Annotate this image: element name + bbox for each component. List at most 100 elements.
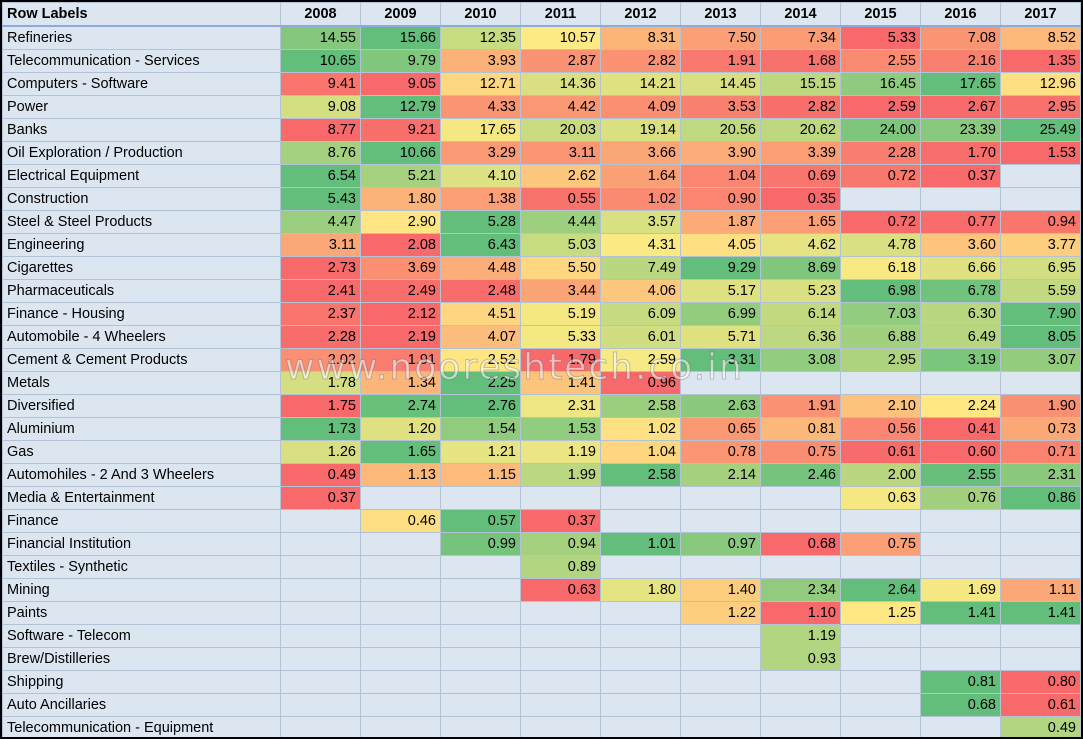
value-cell — [600, 486, 681, 510]
value-cell: 5.28 — [440, 210, 521, 234]
value-cell: 0.72 — [840, 164, 921, 188]
year-header-2014: 2014 — [760, 2, 841, 27]
value-cell: 9.21 — [360, 118, 441, 142]
value-cell: 1.41 — [1000, 601, 1081, 625]
value-cell: 14.45 — [680, 72, 761, 96]
value-cell: 1.21 — [440, 440, 521, 464]
row-label: Construction — [2, 187, 281, 211]
value-cell — [520, 670, 601, 694]
value-cell: 0.71 — [1000, 440, 1081, 464]
value-cell: 4.07 — [440, 325, 521, 349]
row-label: Automohiles - 2 And 3 Wheelers — [2, 463, 281, 487]
value-cell: 1.91 — [360, 348, 441, 372]
value-cell: 6.95 — [1000, 256, 1081, 280]
table-row: Engineering 3.11 2.08 6.43 5.03 4.31 4.05 4.62 4… — [2, 233, 1081, 257]
value-cell — [360, 486, 441, 510]
value-cell: 8.05 — [1000, 325, 1081, 349]
value-cell: 10.66 — [360, 141, 441, 165]
value-cell: 3.31 — [680, 348, 761, 372]
value-cell: 3.77 — [1000, 233, 1081, 257]
value-cell: 12.96 — [1000, 72, 1081, 96]
value-cell: 2.90 — [360, 210, 441, 234]
row-label: Paints — [2, 601, 281, 625]
value-cell: 1.38 — [440, 187, 521, 211]
value-cell: 2.02 — [280, 348, 361, 372]
row-label: Electrical Equipment — [2, 164, 281, 188]
value-cell: 1.68 — [760, 49, 841, 73]
value-cell — [520, 624, 601, 648]
value-cell: 1.13 — [360, 463, 441, 487]
table-row: Metals 1.78 1.34 2.25 1.41 0.96 — [2, 371, 1081, 395]
value-cell: 1.90 — [1000, 394, 1081, 418]
value-cell: 1.80 — [360, 187, 441, 211]
value-cell: 0.94 — [520, 532, 601, 556]
value-cell: 0.56 — [840, 417, 921, 441]
value-cell — [280, 716, 361, 737]
value-cell: 3.53 — [680, 95, 761, 119]
value-cell — [680, 509, 761, 533]
value-cell: 5.33 — [520, 325, 601, 349]
row-label: Finance - Housing — [2, 302, 281, 326]
row-label: Finance — [2, 509, 281, 533]
value-cell: 20.62 — [760, 118, 841, 142]
value-cell — [280, 509, 361, 533]
value-cell — [600, 601, 681, 625]
row-label: Computers - Software — [2, 72, 281, 96]
value-cell: 2.19 — [360, 325, 441, 349]
value-cell: 0.73 — [1000, 417, 1081, 441]
value-cell: 1.75 — [280, 394, 361, 418]
value-cell: 0.37 — [920, 164, 1001, 188]
value-cell: 25.49 — [1000, 118, 1081, 142]
table-row: Steel & Steel Products 4.47 2.90 5.28 4.44 3.… — [2, 210, 1081, 234]
value-cell — [680, 624, 761, 648]
value-cell: 6.98 — [840, 279, 921, 303]
value-cell — [440, 670, 521, 694]
value-cell: 2.63 — [680, 394, 761, 418]
value-cell: 3.44 — [520, 279, 601, 303]
value-cell: 8.69 — [760, 256, 841, 280]
table-row: Automobile - 4 Wheelers 2.28 2.19 4.07 5.33 6… — [2, 325, 1081, 349]
value-cell — [680, 670, 761, 694]
year-header-2008: 2008 — [280, 2, 361, 27]
value-cell — [680, 693, 761, 717]
value-cell: 4.31 — [600, 233, 681, 257]
value-cell: 3.11 — [520, 141, 601, 165]
value-cell: 2.58 — [600, 463, 681, 487]
value-cell: 2.28 — [840, 141, 921, 165]
value-cell: 17.65 — [920, 72, 1001, 96]
value-cell: 2.16 — [920, 49, 1001, 73]
value-cell — [440, 716, 521, 737]
value-cell: 1.99 — [520, 463, 601, 487]
value-cell: 1.80 — [600, 578, 681, 602]
table-row: Finance - Housing 2.37 2.12 4.51 5.19 6.09 6.9… — [2, 302, 1081, 326]
table-row: Textiles - Synthetic 0.89 — [2, 555, 1081, 579]
value-cell — [360, 693, 441, 717]
table-row: Media & Entertainment 0.37 0.63 0.76 0.86 — [2, 486, 1081, 510]
value-cell: 1.19 — [760, 624, 841, 648]
value-cell — [840, 509, 921, 533]
year-header-2012: 2012 — [600, 2, 681, 27]
row-label: Software - Telecom — [2, 624, 281, 648]
value-cell — [760, 509, 841, 533]
value-cell — [360, 578, 441, 602]
value-cell: 24.00 — [840, 118, 921, 142]
value-cell: 0.86 — [1000, 486, 1081, 510]
value-cell: 9.29 — [680, 256, 761, 280]
value-cell: 2.76 — [440, 394, 521, 418]
value-cell — [1000, 647, 1081, 671]
value-cell: 2.55 — [840, 49, 921, 73]
value-cell: 5.50 — [520, 256, 601, 280]
value-cell: 3.07 — [1000, 348, 1081, 372]
value-cell: 7.34 — [760, 25, 841, 50]
row-label: Metals — [2, 371, 281, 395]
value-cell: 0.37 — [520, 509, 601, 533]
value-cell: 9.08 — [280, 95, 361, 119]
value-cell: 2.82 — [600, 49, 681, 73]
value-cell — [440, 601, 521, 625]
value-cell: 0.97 — [680, 532, 761, 556]
value-cell: 4.33 — [440, 95, 521, 119]
row-label: Refineries — [2, 25, 281, 50]
value-cell: 5.71 — [680, 325, 761, 349]
value-cell: 4.47 — [280, 210, 361, 234]
value-cell — [680, 371, 761, 395]
